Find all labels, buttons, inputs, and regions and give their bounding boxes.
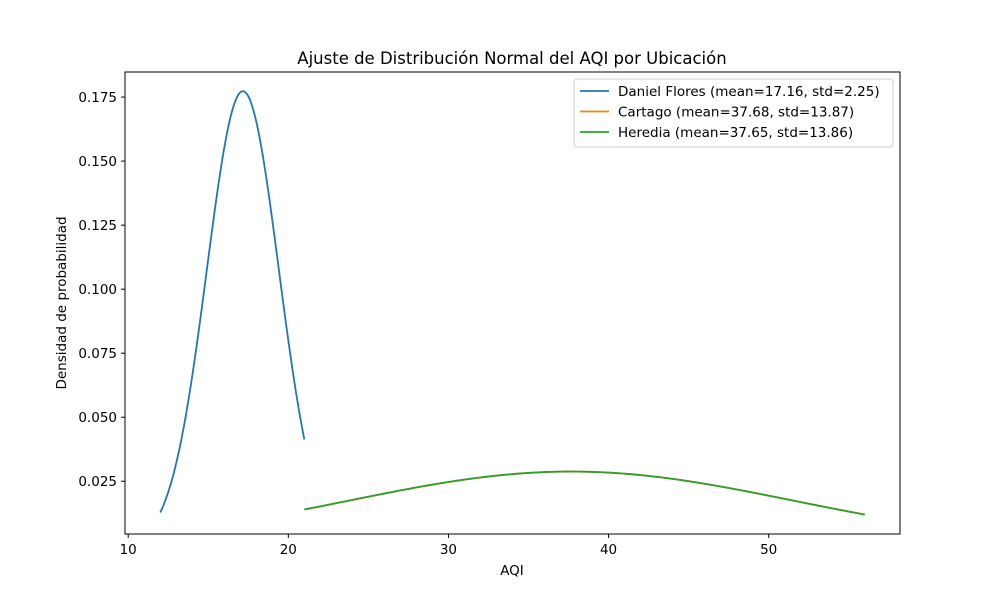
y-tick-label: 0.050 xyxy=(78,410,117,426)
series-line-0 xyxy=(159,90,306,513)
legend: Daniel Flores (mean=17.16, std=2.25) Cart… xyxy=(573,78,894,148)
x-tick-label: 30 xyxy=(440,542,457,558)
y-tick-label: 0.100 xyxy=(78,282,117,298)
y-axis-label: Densidad de probabilidad xyxy=(54,216,70,389)
series-lines xyxy=(159,90,865,516)
x-tick-label: 10 xyxy=(120,542,137,558)
y-tick-label: 0.150 xyxy=(78,154,117,170)
x-tick-label: 40 xyxy=(600,542,617,558)
chart-title: Ajuste de Distribución Normal del AQI po… xyxy=(297,49,726,68)
y-tick-label: 0.175 xyxy=(78,90,117,106)
y-tick-label: 0.025 xyxy=(78,474,117,490)
y-axis-ticks: 0.025 0.050 0.075 0.100 0.125 0.150 0.175 xyxy=(78,90,125,490)
axes-frame xyxy=(124,71,901,535)
legend-box xyxy=(573,78,894,148)
x-axis-ticks: 10 20 30 40 50 xyxy=(120,534,777,558)
y-tick-label: 0.075 xyxy=(78,346,117,362)
series-line-2 xyxy=(304,470,865,516)
x-tick-label: 50 xyxy=(760,542,777,558)
y-tick-label: 0.125 xyxy=(78,218,117,234)
legend-label: Cartago (mean=37.68, std=13.87) xyxy=(618,105,854,121)
x-axis-label: AQI xyxy=(500,563,524,579)
legend-label: Daniel Flores (mean=17.16, std=2.25) xyxy=(618,84,880,100)
x-tick-label: 20 xyxy=(280,542,297,558)
legend-label: Heredia (mean=37.65, std=13.86) xyxy=(618,125,853,141)
